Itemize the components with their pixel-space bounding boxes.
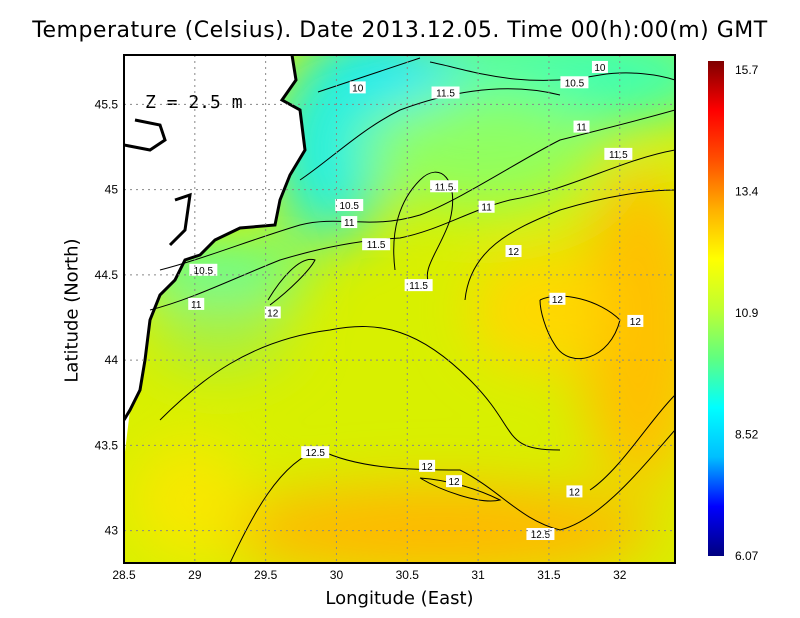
y-tick-label: 45.5: [95, 97, 119, 111]
x-tick-label: 31.5: [537, 568, 561, 582]
svg-text:11.5: 11.5: [367, 240, 386, 251]
contour-label: 12: [549, 292, 566, 306]
x-ticks: 28.5 29 29.5 30 30.5 31 31.5 32: [112, 568, 626, 582]
contour-label: 10: [591, 60, 608, 74]
y-tick-label: 45: [105, 183, 119, 197]
contour-label: 12: [627, 314, 644, 328]
x-tick-label: 30.5: [396, 568, 420, 582]
contour-labels: 10 10.5 10 11.5 11 11.5 11.5 10.5 11 11.5 11 12 10.5…: [188, 60, 644, 541]
svg-text:11.5: 11.5: [435, 182, 454, 193]
svg-text:12.5: 12.5: [305, 448, 325, 459]
contour-lines: [149, 57, 675, 563]
svg-text:10.5: 10.5: [565, 78, 585, 89]
contour-label: 10.5: [189, 263, 218, 277]
y-tick-label: 43.5: [95, 438, 119, 452]
colorbar-tick-label: 10.9: [735, 306, 759, 320]
colorbar-ticks: 6.07 8.52 10.9 13.4 15.7: [735, 63, 759, 563]
svg-text:11: 11: [344, 218, 355, 229]
contour-label: 11.5: [404, 279, 433, 292]
contour-label: 10: [349, 81, 366, 94]
x-tick-label: 29: [188, 568, 202, 582]
svg-text:10: 10: [352, 83, 364, 94]
colorbar-tick-label: 6.07: [735, 549, 759, 563]
y-ticks: 43 43.5 44 44.5 45 45.5: [95, 97, 119, 537]
colorbar-tick-label: 8.52: [735, 428, 759, 442]
contour-label: 11.5: [604, 147, 633, 161]
svg-text:12: 12: [267, 308, 279, 319]
depth-annotation: Z = 2.5 m: [145, 92, 243, 113]
land: [124, 55, 305, 460]
x-tick-label: 30: [330, 568, 344, 582]
x-tick-label: 31: [471, 568, 485, 582]
y-tick-label: 43: [105, 524, 119, 538]
contour-label: 12.5: [301, 446, 330, 459]
coastline: [124, 55, 307, 421]
svg-text:12: 12: [448, 477, 460, 488]
contour-label: 11.5: [431, 86, 460, 100]
colorbar-tick-label: 15.7: [735, 63, 759, 77]
contour-label: 12: [446, 475, 463, 488]
svg-text:11: 11: [576, 123, 587, 134]
svg-text:10.5: 10.5: [194, 266, 214, 277]
svg-text:11.5: 11.5: [436, 89, 455, 100]
contour-label: 12: [419, 459, 436, 473]
contour-label: 12.5: [526, 528, 555, 541]
colorbar: [708, 61, 724, 556]
contour-label: 11.5: [430, 180, 459, 193]
svg-text:12: 12: [630, 317, 642, 328]
gridlines: [124, 55, 675, 563]
x-tick-label: 32: [613, 568, 627, 582]
svg-text:11: 11: [481, 203, 492, 214]
y-tick-label: 44: [105, 353, 119, 367]
contour-label: 10.5: [560, 76, 589, 89]
contour-label: 11: [188, 297, 205, 311]
contour-label: 12: [264, 306, 281, 319]
svg-text:10: 10: [594, 63, 606, 74]
temperature-field: 10 10.5 10 11.5 11 11.5 11.5 10.5 11 11.5 11 12 10.5…: [124, 55, 675, 563]
svg-text:11.5: 11.5: [609, 150, 628, 161]
svg-text:12: 12: [508, 247, 520, 258]
contour-label: 10.5: [335, 199, 364, 212]
contour-label: 12: [566, 485, 583, 498]
x-axis-label: Longitude (East): [325, 588, 474, 609]
contour-label: 12: [505, 245, 522, 258]
colorbar-tick-label: 13.4: [735, 185, 759, 199]
contour-label: 11: [573, 120, 590, 134]
x-tick-label: 28.5: [112, 568, 136, 582]
svg-text:12.5: 12.5: [531, 530, 551, 541]
contour-label: 11: [341, 216, 358, 229]
svg-text:12: 12: [569, 487, 581, 498]
svg-text:12: 12: [552, 295, 564, 306]
contour-label: 11: [478, 200, 495, 214]
chart-title: Temperature (Celsius). Date 2013.12.05. …: [32, 18, 768, 43]
plot-frame: [123, 54, 676, 564]
x-tick-label: 29.5: [254, 568, 278, 582]
contour-label: 11.5: [362, 238, 391, 251]
svg-text:11: 11: [191, 300, 202, 311]
y-tick-label: 44.5: [95, 268, 119, 282]
svg-text:11.5: 11.5: [409, 281, 428, 292]
svg-text:12: 12: [422, 462, 434, 473]
svg-text:10.5: 10.5: [339, 201, 359, 212]
